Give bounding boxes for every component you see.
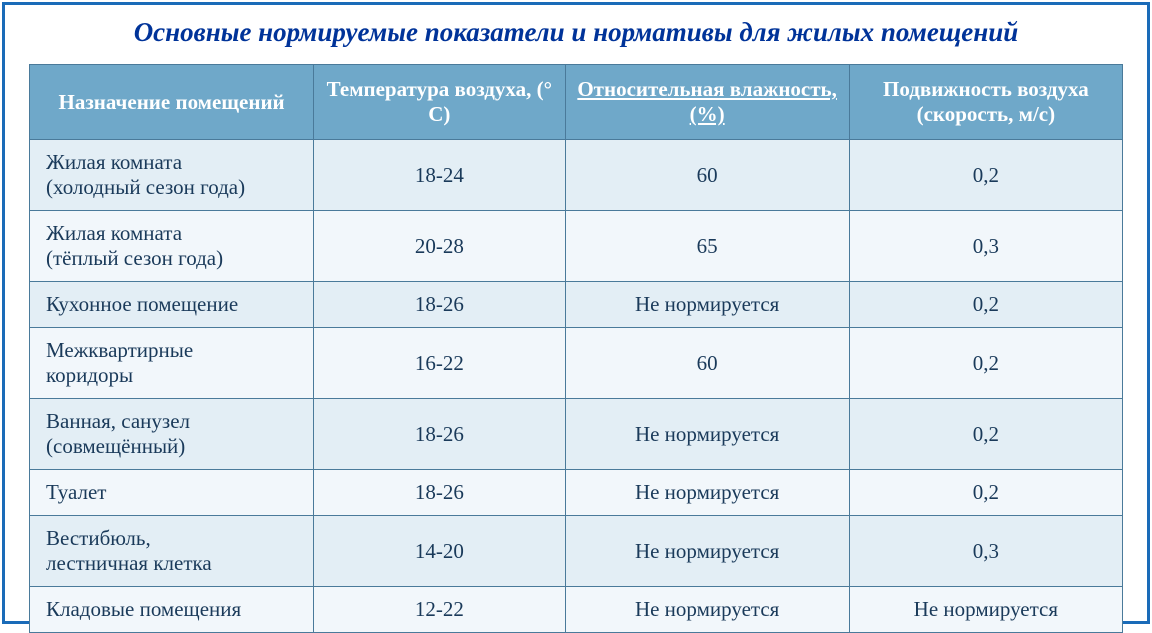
document-frame: Основные нормируемые показатели и нормат… [2,2,1150,624]
col-header-speed: Подвижность воздуха (скорость, м/с) [849,65,1122,140]
cell-temp: 18-26 [314,470,565,516]
cell-humidity: Не нормируется [565,282,849,328]
table-header-row: Назначение помещений Температура воздуха… [30,65,1123,140]
col-header-temp: Температура воздуха, (° С) [314,65,565,140]
cell-humidity: 60 [565,328,849,399]
table-row: Кухонное помещение18-26Не нормируется0,2 [30,282,1123,328]
cell-temp: 16-22 [314,328,565,399]
page-title: Основные нормируемые показатели и нормат… [29,17,1123,48]
table-row: Вестибюль,лестничная клетка14-20Не норми… [30,516,1123,587]
cell-humidity: 60 [565,140,849,211]
cell-speed: 0,2 [849,399,1122,470]
cell-speed: 0,3 [849,211,1122,282]
cell-speed: 0,2 [849,328,1122,399]
col-header-humidity: Относительная влажность, (%) [565,65,849,140]
cell-speed: 0,2 [849,140,1122,211]
cell-room: Жилая комната(тёплый сезон года) [30,211,314,282]
cell-temp: 18-26 [314,282,565,328]
cell-humidity: Не нормируется [565,470,849,516]
table-row: Жилая комната(холодный сезон года)18-246… [30,140,1123,211]
cell-room: Кухонное помещение [30,282,314,328]
table-row: Межквартирныекоридоры16-22600,2 [30,328,1123,399]
table-row: Жилая комната(тёплый сезон года)20-28650… [30,211,1123,282]
cell-speed: 0,3 [849,516,1122,587]
table-row: Ванная, санузел(совмещённый)18-26Не норм… [30,399,1123,470]
cell-humidity: Не нормируется [565,399,849,470]
cell-humidity: 65 [565,211,849,282]
cell-temp: 20-28 [314,211,565,282]
cell-room: Вестибюль,лестничная клетка [30,516,314,587]
cell-speed: 0,2 [849,470,1122,516]
cell-room: Жилая комната(холодный сезон года) [30,140,314,211]
cell-temp: 14-20 [314,516,565,587]
cell-room: Межквартирныекоридоры [30,328,314,399]
table-row: Туалет18-26Не нормируется0,2 [30,470,1123,516]
cell-room: Туалет [30,470,314,516]
standards-table: Назначение помещений Температура воздуха… [29,64,1123,633]
cell-humidity: Не нормируется [565,516,849,587]
cell-room: Ванная, санузел(совмещённый) [30,399,314,470]
cell-speed: 0,2 [849,282,1122,328]
col-header-room: Назначение помещений [30,65,314,140]
cell-temp: 18-26 [314,399,565,470]
cell-temp: 18-24 [314,140,565,211]
